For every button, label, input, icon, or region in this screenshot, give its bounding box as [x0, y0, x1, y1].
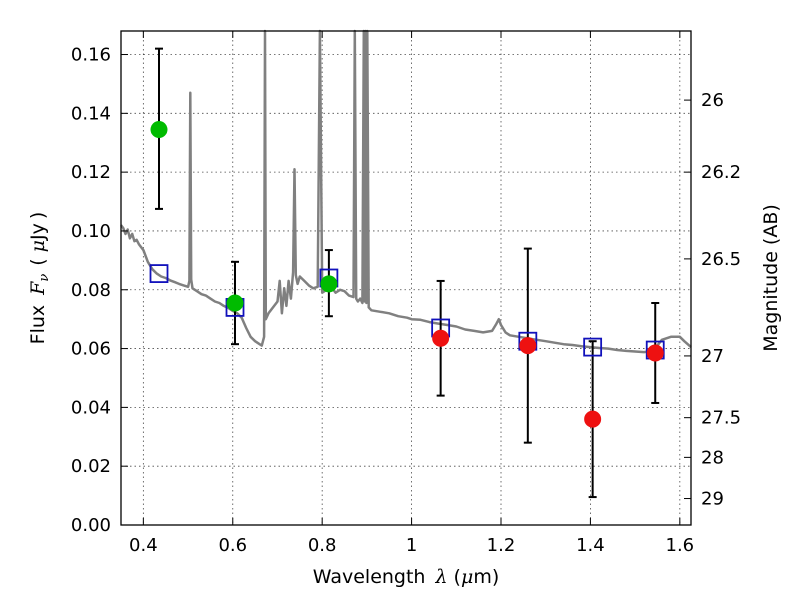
- model-spectrum-line: [120, 29, 692, 354]
- x-tick-label: 1.6: [666, 535, 695, 556]
- errorbar-layer: [155, 47, 660, 499]
- observed-circle-marker: [646, 344, 664, 362]
- square-marker-layer: [149, 264, 665, 360]
- y2-tick-label: 26.2: [701, 162, 741, 183]
- y-tick-label: 0.08: [71, 280, 111, 301]
- observed-circle-marker: [150, 121, 168, 139]
- model-square-marker: [149, 264, 169, 283]
- observed-circle-marker: [519, 337, 537, 355]
- x-tick-label: 1: [406, 535, 417, 556]
- observed-circle-marker: [584, 410, 602, 428]
- y2-tick-label: 26: [701, 90, 724, 111]
- x-ticks: 0.4 0.6 0.8 1 1.2 1.4 1.6: [129, 31, 694, 556]
- x-tick-label: 0.4: [129, 535, 158, 556]
- y2-axis-title: Magnitude (AB): [760, 204, 782, 352]
- x-tick-label: 0.8: [308, 535, 337, 556]
- y-tick-label: 0.04: [71, 397, 111, 418]
- y-ticks: 0.00 0.02 0.04 0.06 0.08 0.10 0.12 0.14 0.16: [71, 45, 128, 536]
- observed-circle-marker: [432, 329, 450, 347]
- y-tick-label: 0.06: [71, 339, 111, 360]
- model-square-marker: [583, 337, 603, 357]
- y2-tick-label: 27.5: [701, 408, 741, 429]
- y2-tick-label: 27: [701, 346, 724, 367]
- y2-tick-label: 26.5: [701, 249, 741, 270]
- x-tick-label: 1.2: [487, 535, 516, 556]
- spectrum-layer: [120, 29, 692, 354]
- x-tick-label: 0.6: [218, 535, 247, 556]
- y-tick-label: 0.00: [71, 515, 111, 536]
- y2-tick-label: 29: [701, 489, 724, 510]
- y-tick-label: 0.14: [71, 103, 111, 124]
- y2-tick-label: 28: [701, 447, 724, 468]
- grid-layer: [121, 31, 691, 526]
- observed-circle-marker: [226, 294, 244, 312]
- y2-ticks: 26 26.2 26.5 27 27.5 28 29: [684, 90, 741, 510]
- x-axis-title: Wavelength λ (μm): [313, 566, 499, 588]
- y-tick-label: 0.16: [71, 45, 111, 66]
- y-axis-title: FluxFν(μJy): [27, 212, 52, 345]
- plot-frame: [120, 30, 692, 526]
- y-tick-label: 0.02: [71, 456, 111, 477]
- circle-marker-layer: [150, 121, 664, 428]
- y-tick-label: 0.10: [71, 221, 111, 242]
- y-tick-label: 0.12: [71, 162, 111, 183]
- x-tick-label: 1.4: [576, 535, 605, 556]
- observed-circle-marker: [320, 275, 338, 293]
